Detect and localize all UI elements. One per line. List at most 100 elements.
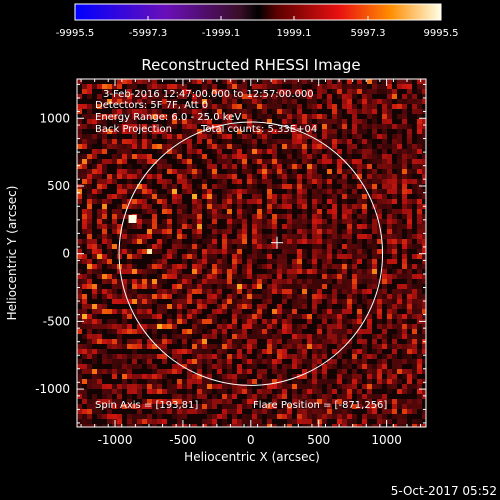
image-pixel (322, 144, 327, 149)
image-pixel (282, 139, 287, 144)
image-pixel (342, 209, 347, 214)
image-pixel (317, 404, 322, 409)
image-pixel (362, 384, 367, 389)
image-pixel (212, 364, 217, 369)
image-pixel (367, 424, 372, 427)
image-pixel (322, 229, 327, 234)
image-pixel (402, 344, 407, 349)
image-pixel (82, 314, 87, 319)
image-pixel (332, 329, 337, 334)
image-pixel (177, 89, 182, 94)
image-pixel (152, 144, 157, 149)
image-pixel (77, 284, 82, 289)
image-pixel (387, 274, 392, 279)
image-pixel (182, 379, 187, 384)
image-pixel (327, 104, 332, 109)
image-pixel (357, 379, 362, 384)
image-pixel (362, 164, 367, 169)
image-pixel (92, 394, 97, 399)
image-pixel (267, 144, 272, 149)
image-pixel (327, 274, 332, 279)
image-pixel (257, 264, 262, 269)
image-pixel (232, 164, 237, 169)
image-pixel (177, 359, 182, 364)
image-pixel (112, 174, 117, 179)
image-pixel (202, 84, 207, 89)
image-pixel (262, 104, 267, 109)
image-pixel (227, 354, 232, 359)
image-pixel (267, 179, 272, 184)
image-pixel (282, 389, 287, 394)
image-pixel (407, 339, 412, 344)
image-pixel (297, 114, 302, 119)
image-pixel (157, 414, 162, 419)
image-pixel (312, 244, 317, 249)
image-pixel (337, 264, 342, 269)
image-pixel (237, 279, 242, 284)
image-pixel (227, 189, 232, 194)
image-pixel (327, 174, 332, 179)
image-pixel (352, 244, 357, 249)
image-pixel (282, 324, 287, 329)
image-pixel (132, 359, 137, 364)
image-pixel (262, 224, 267, 229)
image-pixel (207, 134, 212, 139)
image-pixel (417, 384, 422, 389)
image-pixel (267, 84, 272, 89)
image-pixel (397, 424, 402, 427)
image-pixel (117, 99, 122, 104)
image-pixel (187, 124, 192, 129)
image-pixel (227, 409, 232, 414)
image-pixel (192, 169, 197, 174)
image-pixel (362, 329, 367, 334)
image-pixel (262, 214, 267, 219)
image-pixel (132, 169, 137, 174)
image-pixel (362, 139, 367, 144)
image-pixel (192, 164, 197, 169)
image-pixel (312, 259, 317, 264)
image-pixel (262, 334, 267, 339)
image-pixel (92, 319, 97, 324)
image-pixel (347, 149, 352, 154)
image-pixel (107, 159, 112, 164)
image-pixel (197, 154, 202, 159)
image-pixel (402, 84, 407, 89)
image-pixel (387, 304, 392, 309)
image-pixel (282, 244, 287, 249)
image-pixel (227, 79, 232, 84)
image-pixel (282, 109, 287, 114)
image-pixel (87, 384, 92, 389)
image-pixel (382, 169, 387, 174)
image-pixel (112, 414, 117, 419)
image-pixel (367, 149, 372, 154)
image-pixel (352, 174, 357, 179)
image-pixel (117, 419, 122, 424)
image-pixel (407, 299, 412, 304)
image-pixel (362, 94, 367, 99)
image-pixel (97, 284, 102, 289)
image-pixel (192, 144, 197, 149)
image-pixel (142, 154, 147, 159)
image-pixel (192, 339, 197, 344)
image-pixel (142, 324, 147, 329)
image-pixel (397, 129, 402, 134)
image-pixel (212, 404, 217, 409)
image-pixel (112, 159, 117, 164)
image-pixel (87, 274, 92, 279)
image-pixel (397, 219, 402, 224)
image-pixel (262, 114, 267, 119)
image-pixel (417, 394, 422, 399)
image-pixel (412, 369, 417, 374)
image-pixel (167, 84, 172, 89)
image-pixel (242, 269, 247, 274)
image-pixel (292, 244, 297, 249)
image-pixel (247, 274, 252, 279)
image-pixel (322, 239, 327, 244)
image-pixel (417, 224, 422, 229)
image-pixel (417, 269, 422, 274)
image-pixel (127, 339, 132, 344)
image-pixel (342, 334, 347, 339)
image-pixel (212, 164, 217, 169)
image-pixel (322, 224, 327, 229)
image-pixel (117, 334, 122, 339)
